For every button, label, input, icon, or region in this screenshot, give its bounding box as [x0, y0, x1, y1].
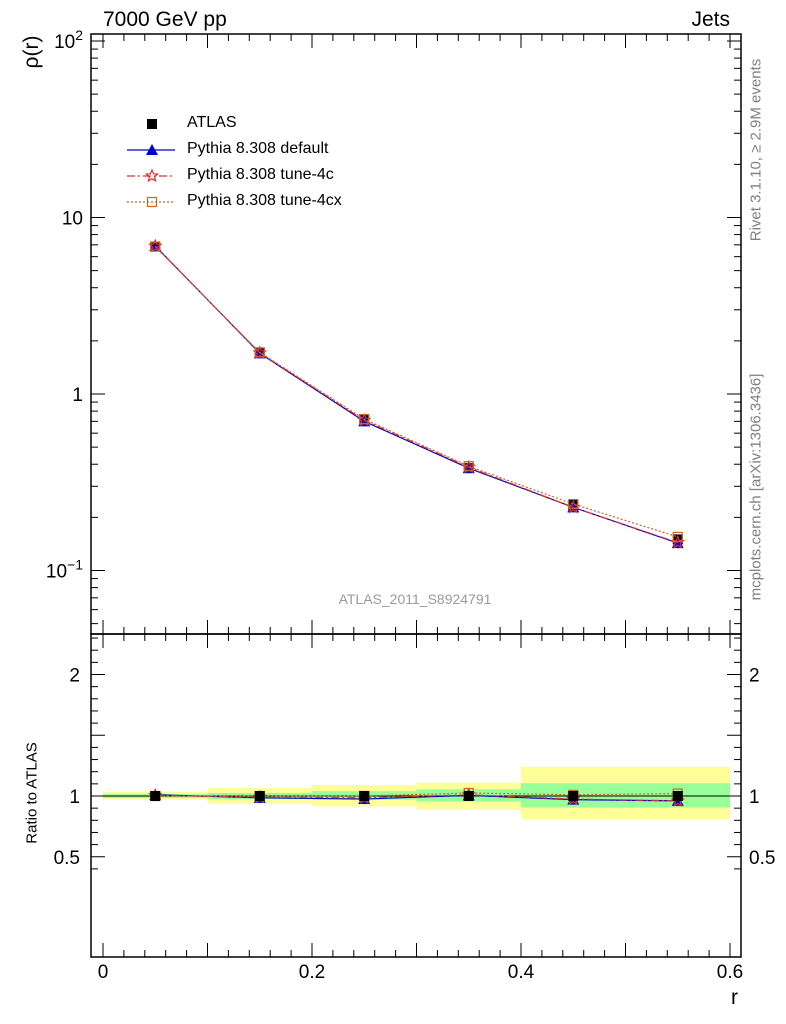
title-left: 7000 GeV pp [103, 8, 227, 31]
legend-label-tune4c: Pythia 8.308 tune-4c [187, 166, 334, 183]
main-series-line [154, 245, 678, 544]
ratio-y-tick-label: 1 [69, 787, 80, 808]
ratio-data-point [150, 791, 161, 801]
y-tick-label: 1 [72, 385, 83, 406]
x-tick-label: 0.4 [508, 962, 535, 983]
main-series-line [154, 246, 678, 538]
mcplots-reference-text: mcplots.cern.ch [arXiv:1306.3436] [747, 373, 765, 601]
legend-label-tune4cx: Pythia 8.308 tune-4cx [187, 192, 342, 209]
y-axis-label: ρ(r) [20, 35, 43, 69]
x-tick-label: 0.6 [717, 962, 743, 983]
ratio-series-line [155, 794, 678, 802]
ratio-y-tick-label-right: 1 [749, 787, 760, 808]
ratio-data-point [463, 791, 474, 801]
legend-marker [147, 119, 157, 129]
ratio-series-line [155, 792, 678, 797]
ratio-uncertainty-bands [103, 766, 730, 820]
legend-label-default: Pythia 8.308 default [187, 140, 329, 157]
series-layer [147, 238, 686, 807]
title-right: Jets [691, 8, 730, 31]
main-point [359, 414, 370, 425]
x-tick-label: 0 [98, 962, 109, 983]
ratio-data-point [672, 791, 683, 801]
legend-marker [146, 144, 158, 155]
ratio-y-tick-label: 2 [69, 666, 80, 687]
ratio-y-axis-label: Ratio to ATLAS [23, 742, 41, 844]
ratio-y-tick-label-right: 0.5 [749, 848, 775, 869]
y-tick-label: 10 [62, 209, 83, 230]
main-point [150, 241, 161, 252]
legend-markers [127, 119, 175, 208]
x-axis-label: r [731, 986, 738, 1009]
main-point [463, 461, 474, 472]
rivet-version-text: Rivet 3.1.10, ≥ 2.9M events [747, 58, 765, 242]
ratio-data-point [359, 791, 370, 801]
legend-marker [144, 168, 160, 183]
tick-labels: 0 0.2 0.4 0.6 10−1 1 10 102 0.5 0.5 1 1 2 2 [46, 27, 776, 983]
ratio-y-tick-label-right: 2 [749, 666, 760, 687]
main-point [672, 531, 683, 543]
ratio-data-point [254, 791, 265, 801]
ratio-data-point [568, 791, 579, 801]
analysis-watermark: ATLAS_2011_S8924791 [338, 591, 492, 607]
y-tick-label: 102 [54, 27, 83, 53]
legend-marker [146, 196, 158, 208]
y-tick-label: 10−1 [46, 557, 83, 583]
main-point [568, 498, 579, 510]
legend-label-atlas: ATLAS [187, 114, 237, 131]
x-tick-label: 0.2 [299, 962, 325, 983]
main-point [254, 347, 265, 358]
main-series-line [154, 245, 678, 544]
ratio-y-tick-label: 0.5 [54, 848, 80, 869]
